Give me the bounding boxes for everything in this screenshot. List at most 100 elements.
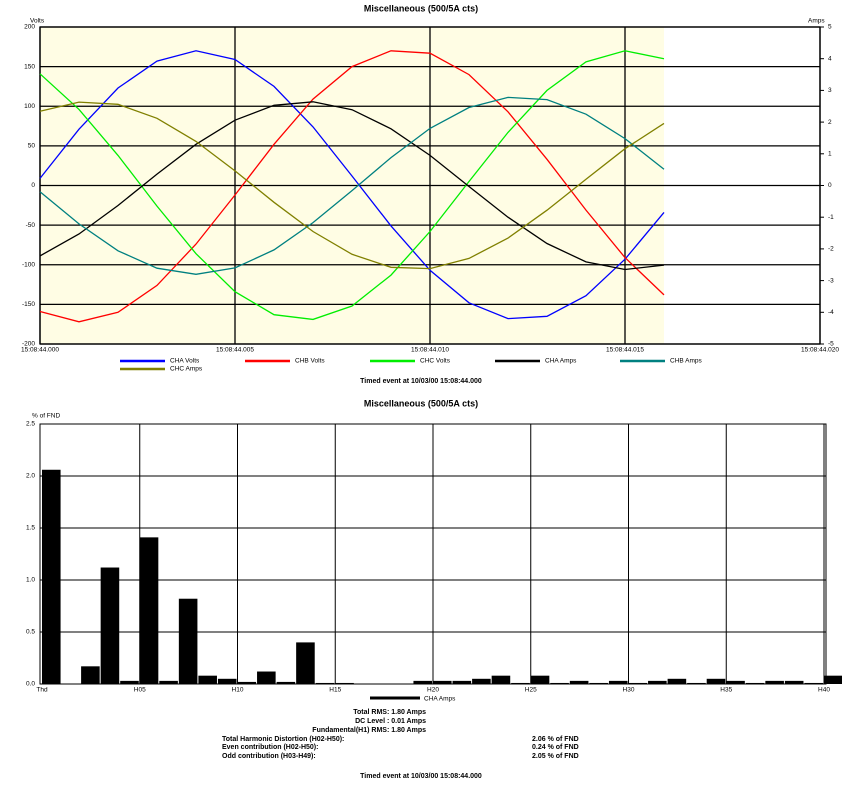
bar xyxy=(198,675,217,684)
x-tick-label: H15 xyxy=(329,687,341,694)
bar xyxy=(42,469,61,684)
y-tick-label: 0 xyxy=(31,182,35,189)
summary-line: DC Level : 0.01 Amps xyxy=(355,718,426,725)
bar xyxy=(706,678,726,684)
y-tick-label: 1.5 xyxy=(26,525,35,532)
legend-label: CHC Volts xyxy=(420,358,451,365)
x-tick-label: H35 xyxy=(720,687,732,694)
y-axis-label: Volts xyxy=(30,18,45,25)
series-line xyxy=(39,50,665,321)
bar xyxy=(550,682,569,684)
summary-label: Total Harmonic Distortion (H02-H50): xyxy=(222,736,344,743)
bar xyxy=(628,682,648,684)
bar xyxy=(276,681,296,684)
x-tick-label: Thd xyxy=(36,687,48,694)
plot-frame xyxy=(39,26,821,345)
summary-value: 2.06 % of FND xyxy=(532,736,579,743)
y-tick-label: 2.5 xyxy=(26,421,35,428)
bar xyxy=(120,680,139,684)
series-line xyxy=(39,101,665,271)
bar xyxy=(139,537,159,684)
summary-line: Fundamental(H1) RMS: 1.80 Amps xyxy=(312,727,426,734)
summary-label: Odd contribution (H03-H49): xyxy=(222,753,316,760)
bar xyxy=(569,680,589,684)
y-axis-label: % of FND xyxy=(32,413,60,420)
x-tick-label: H25 xyxy=(525,687,537,694)
bar xyxy=(667,678,687,684)
legend-label: CHB Amps xyxy=(670,358,703,365)
bar xyxy=(237,681,257,684)
bar xyxy=(433,680,452,684)
bar xyxy=(745,682,765,684)
bar xyxy=(765,680,784,684)
x-tick-label: H40 xyxy=(818,687,830,694)
chart-title: Miscellaneous (500/5A cts) xyxy=(364,398,478,408)
y2-tick-label: -5 xyxy=(828,341,834,348)
bar xyxy=(296,642,315,684)
x-tick-label: 15:08:44.020 xyxy=(801,347,839,354)
y-tick-label: 50 xyxy=(28,143,36,150)
x-tick-label: 15:08:44.015 xyxy=(606,347,644,354)
y2-tick-label: 4 xyxy=(828,55,832,62)
bar xyxy=(452,680,472,684)
y-tick-label: 200 xyxy=(24,24,35,31)
bar xyxy=(530,675,550,684)
y-tick-label: 0.5 xyxy=(26,629,35,636)
bar xyxy=(257,671,276,684)
y2-tick-label: 3 xyxy=(828,87,832,94)
series-line xyxy=(39,96,665,275)
bar xyxy=(315,682,335,684)
bar xyxy=(784,680,804,684)
x-tick-label: H20 xyxy=(427,687,439,694)
bar xyxy=(178,598,198,684)
x-tick-label: 15:08:44.010 xyxy=(411,347,449,354)
series-line xyxy=(39,101,665,270)
y2-axis-label: Amps xyxy=(808,18,825,25)
y2-tick-label: 5 xyxy=(828,24,832,31)
bar xyxy=(726,680,745,684)
bar xyxy=(491,675,511,684)
bar xyxy=(648,680,667,684)
footnote: Timed event at 10/03/00 15:08:44.000 xyxy=(360,378,482,385)
x-tick-label: H10 xyxy=(232,687,244,694)
legend-label: CHC Amps xyxy=(170,366,203,373)
footnote: Timed event at 10/03/00 15:08:44.000 xyxy=(360,773,482,780)
legend-label: CHA Volts xyxy=(170,358,200,365)
bar xyxy=(100,567,120,684)
y2-tick-label: 2 xyxy=(828,119,832,126)
bar xyxy=(472,678,491,684)
bar xyxy=(687,682,706,684)
bar xyxy=(217,678,237,684)
y2-tick-label: 1 xyxy=(828,151,832,158)
y2-tick-label: 0 xyxy=(828,182,832,189)
x-tick-label: H30 xyxy=(623,687,635,694)
bar xyxy=(589,682,608,684)
x-tick-label: H05 xyxy=(134,687,146,694)
bar xyxy=(413,680,433,684)
summary-value: 2.05 % of FND xyxy=(532,753,579,760)
bar xyxy=(804,682,824,684)
y2-tick-label: -3 xyxy=(828,277,834,284)
bar xyxy=(511,682,530,684)
y2-tick-label: -2 xyxy=(828,246,834,253)
series-line xyxy=(39,50,665,323)
summary-value: 0.24 % of FND xyxy=(532,744,579,751)
y-tick-label: 1.0 xyxy=(26,577,35,584)
bar xyxy=(824,675,842,684)
y-tick-label: 0.0 xyxy=(26,681,35,688)
legend-label: CHA Amps xyxy=(424,696,456,703)
y-tick-label: -150 xyxy=(22,301,35,308)
y2-tick-label: -4 xyxy=(828,309,834,316)
x-tick-label: 15:08:44.005 xyxy=(216,347,254,354)
bar xyxy=(81,666,100,684)
y-tick-label: 150 xyxy=(24,63,35,70)
y-tick-label: -200 xyxy=(22,341,35,348)
series-line xyxy=(39,50,665,320)
x-tick-label: 15:08:44.000 xyxy=(21,347,59,354)
y-tick-label: 2.0 xyxy=(26,473,35,480)
y-tick-label: -50 xyxy=(26,222,36,229)
legend-label: CHB Volts xyxy=(295,358,325,365)
bar xyxy=(335,682,354,684)
legend-label: CHA Amps xyxy=(545,358,577,365)
